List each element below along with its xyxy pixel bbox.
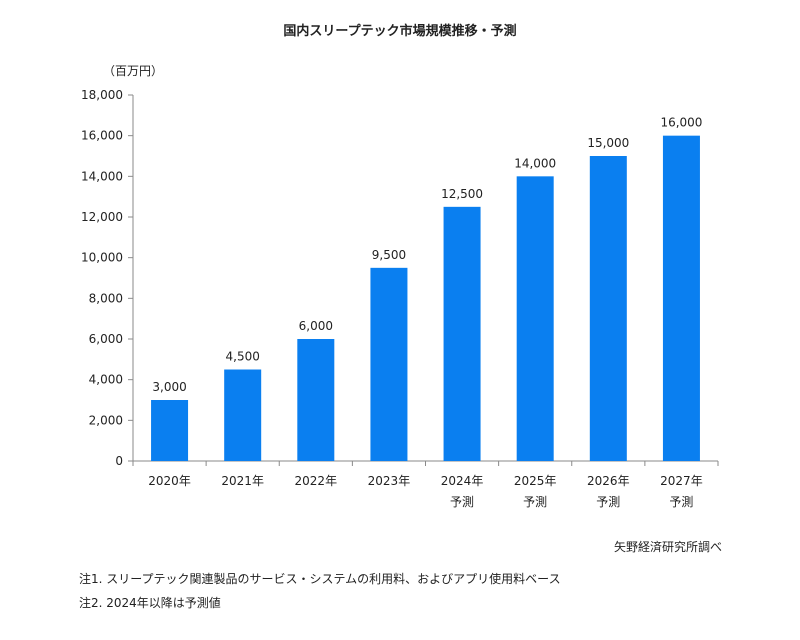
x-tick-label: 予測 [523, 495, 547, 509]
bar [443, 206, 481, 461]
y-tick-label: 10,000 [81, 251, 123, 265]
data-label: 16,000 [660, 116, 702, 130]
note-1: 注1. スリープテック関連製品のサービス・システムの利用料、およびアプリ使用料ベ… [79, 572, 561, 586]
data-label: 4,500 [226, 350, 260, 364]
x-tick-label: 2026年 [587, 474, 630, 488]
data-label: 6,000 [299, 319, 333, 333]
y-tick-label: 18,000 [81, 88, 123, 102]
x-tick-label: 2022年 [295, 474, 338, 488]
data-label: 9,500 [372, 248, 406, 262]
data-label: 12,500 [441, 187, 483, 201]
source-label: 矢野経済研究所調べ [613, 540, 722, 554]
data-label: 3,000 [152, 380, 186, 394]
x-tick-label: 予測 [596, 495, 620, 509]
y-tick-label: 4,000 [89, 373, 123, 387]
x-tick-label: 2025年 [514, 474, 557, 488]
x-tick-label: 2024年 [441, 474, 484, 488]
x-tick-label: 予測 [450, 495, 474, 509]
x-tick-label: 2021年 [221, 474, 264, 488]
chart-labels: 3,000 2020年 4,500 2021年 6,000 2022年 9,500 2023年… [148, 116, 702, 509]
y-tick-label: 2,000 [89, 413, 123, 427]
x-tick-label: 2027年 [660, 474, 703, 488]
data-label: 14,000 [514, 156, 556, 170]
x-tick-label: 2020年 [148, 474, 191, 488]
chart-bars [151, 135, 700, 462]
bar [589, 156, 627, 461]
data-label: 15,000 [587, 136, 629, 150]
y-tick-label: 0 [115, 454, 123, 468]
bar [224, 369, 262, 461]
bar [662, 135, 700, 461]
y-tick-label: 8,000 [89, 291, 123, 305]
x-tick-label: 予測 [669, 495, 693, 509]
note-2: 注2. 2024年以降は予測値 [79, 596, 221, 610]
y-tick-label: 6,000 [89, 332, 123, 346]
bar [516, 176, 554, 462]
y-tick-label: 16,000 [81, 129, 123, 143]
chart-title: 国内スリープテック市場規模推移・予測 [283, 24, 517, 39]
y-axis-unit-label: （百万円） [103, 64, 164, 78]
bar [370, 267, 408, 461]
bar [151, 400, 189, 461]
bar [297, 339, 335, 461]
x-tick-label: 2023年 [368, 474, 411, 488]
y-tick-label: 14,000 [81, 169, 123, 183]
y-tick-label: 12,000 [81, 210, 123, 224]
